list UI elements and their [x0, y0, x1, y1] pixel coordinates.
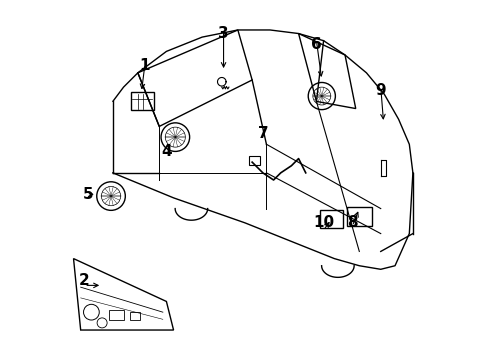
Text: 9: 9 — [375, 83, 386, 98]
Text: 7: 7 — [258, 126, 268, 141]
Text: 1: 1 — [140, 58, 150, 73]
Text: 8: 8 — [347, 215, 358, 230]
Text: 5: 5 — [82, 187, 93, 202]
Text: 2: 2 — [79, 273, 90, 288]
Text: 4: 4 — [161, 144, 172, 159]
Text: 6: 6 — [311, 37, 322, 52]
Text: 10: 10 — [313, 215, 334, 230]
Text: 3: 3 — [218, 26, 229, 41]
